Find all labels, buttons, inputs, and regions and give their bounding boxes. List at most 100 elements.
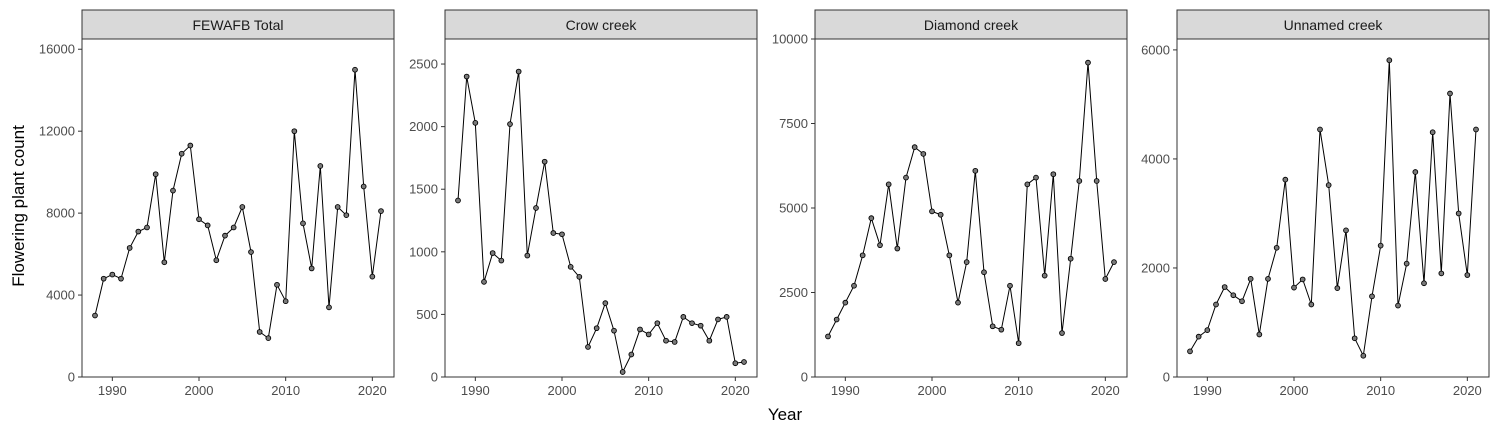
data-point bbox=[585, 344, 591, 350]
data-point bbox=[282, 298, 289, 305]
data-point bbox=[291, 128, 298, 135]
facet-strip bbox=[1176, 9, 1490, 40]
data-point bbox=[178, 150, 185, 157]
facet-panel: Unnamed creek 0 2000 4000 6000 1990 2000 2010 20… bbox=[1141, 9, 1490, 398]
data-point bbox=[833, 316, 840, 323]
y-tick-label: 6000 bbox=[1141, 42, 1170, 57]
data-point bbox=[472, 120, 479, 126]
facet-strip bbox=[444, 9, 758, 40]
data-point bbox=[230, 224, 237, 231]
data-point bbox=[559, 231, 565, 238]
x-tick-label: 2000 bbox=[185, 383, 214, 398]
data-point bbox=[885, 181, 892, 188]
data-point bbox=[300, 220, 306, 227]
x-tick-label: 2000 bbox=[548, 383, 577, 398]
data-point bbox=[481, 279, 487, 285]
y-tick-label: 5000 bbox=[779, 201, 808, 216]
data-point bbox=[187, 142, 194, 149]
data-point bbox=[1386, 57, 1393, 64]
data-point bbox=[1273, 244, 1280, 251]
x-tick-label: 1990 bbox=[461, 383, 490, 398]
data-point bbox=[1473, 126, 1479, 133]
data-point bbox=[1033, 174, 1039, 181]
series-line bbox=[457, 71, 745, 374]
data-point bbox=[1239, 298, 1245, 305]
data-point bbox=[911, 144, 918, 151]
data-point bbox=[1221, 284, 1228, 290]
data-point bbox=[161, 259, 168, 266]
data-point bbox=[489, 250, 496, 256]
data-point bbox=[697, 322, 704, 329]
x-tick-label: 2010 bbox=[271, 383, 300, 398]
data-point bbox=[1455, 210, 1462, 217]
y-tick-label: 500 bbox=[416, 307, 438, 322]
x-tick-label: 1990 bbox=[831, 383, 860, 398]
data-point bbox=[1447, 90, 1453, 97]
data-point bbox=[825, 333, 831, 340]
data-point bbox=[1325, 182, 1332, 188]
data-point bbox=[645, 331, 652, 338]
data-point bbox=[1187, 348, 1193, 355]
data-point bbox=[343, 212, 350, 219]
series-line bbox=[94, 69, 382, 339]
y-tick-label: 4000 bbox=[46, 288, 75, 303]
x-tick-label: 1990 bbox=[1193, 383, 1222, 398]
data-point bbox=[222, 232, 228, 239]
series-line bbox=[827, 62, 1115, 344]
data-point bbox=[1041, 272, 1048, 279]
data-point bbox=[654, 320, 661, 327]
data-point bbox=[1395, 302, 1401, 309]
data-point bbox=[541, 158, 548, 165]
data-point bbox=[1282, 176, 1289, 183]
data-point bbox=[369, 273, 376, 280]
data-point bbox=[1059, 330, 1065, 336]
data-point bbox=[118, 275, 124, 282]
data-point bbox=[1256, 331, 1263, 338]
data-point bbox=[326, 304, 332, 311]
data-point bbox=[1213, 301, 1219, 308]
data-point bbox=[144, 224, 150, 231]
panel-border bbox=[444, 38, 758, 378]
data-point bbox=[1438, 270, 1445, 277]
data-point bbox=[92, 312, 98, 319]
x-tick-label: 2010 bbox=[634, 383, 663, 398]
y-tick-label: 12000 bbox=[39, 124, 75, 139]
data-point bbox=[567, 263, 574, 270]
data-point bbox=[637, 326, 643, 333]
data-point bbox=[946, 252, 953, 259]
data-point bbox=[723, 314, 730, 320]
data-point bbox=[455, 197, 461, 204]
y-tick-label: 10000 bbox=[772, 32, 808, 47]
data-point bbox=[1024, 181, 1031, 188]
data-point bbox=[352, 66, 358, 73]
data-point bbox=[1421, 280, 1427, 287]
data-point bbox=[498, 257, 505, 264]
y-tick-label: 8000 bbox=[46, 206, 75, 221]
data-point bbox=[1093, 178, 1100, 184]
data-point bbox=[515, 68, 522, 75]
data-point bbox=[265, 335, 272, 341]
x-tick-label: 2000 bbox=[1280, 383, 1309, 398]
panels: FEWAFB Total 0 4000 8000 12000 16000 1990 2000 2… bbox=[39, 9, 1490, 398]
data-point bbox=[955, 299, 961, 306]
data-point bbox=[1265, 276, 1271, 282]
x-tick-label: 2020 bbox=[358, 383, 387, 398]
data-point bbox=[109, 271, 116, 278]
y-tick-label: 4000 bbox=[1141, 151, 1170, 166]
data-point bbox=[533, 205, 539, 211]
data-point bbox=[1291, 284, 1297, 291]
facet-strip bbox=[81, 9, 395, 40]
data-point bbox=[576, 274, 583, 280]
y-tick-label: 16000 bbox=[39, 42, 75, 57]
data-point bbox=[1308, 301, 1315, 308]
data-point bbox=[1464, 272, 1471, 278]
data-point bbox=[1360, 352, 1367, 359]
data-point bbox=[663, 337, 669, 344]
x-tick-label: 2010 bbox=[1004, 383, 1033, 398]
data-point bbox=[196, 216, 202, 223]
data-point bbox=[1085, 59, 1091, 66]
facet-title: Crow creek bbox=[566, 17, 638, 33]
data-point bbox=[1299, 276, 1306, 283]
data-point bbox=[463, 73, 470, 80]
